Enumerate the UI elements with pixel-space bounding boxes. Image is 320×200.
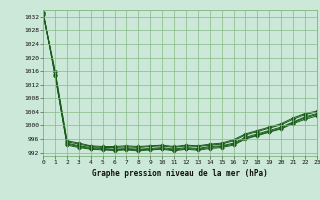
X-axis label: Graphe pression niveau de la mer (hPa): Graphe pression niveau de la mer (hPa) [92, 169, 268, 178]
